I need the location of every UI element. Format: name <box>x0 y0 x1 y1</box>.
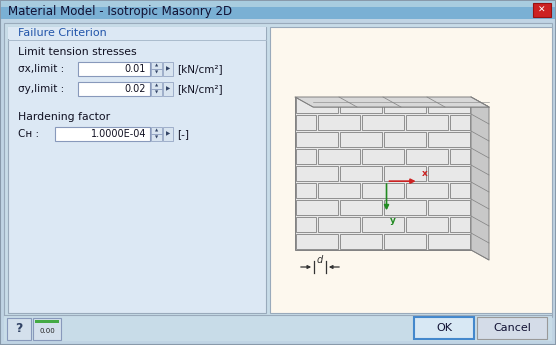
Text: [-]: [-] <box>177 129 189 139</box>
Polygon shape <box>295 97 489 107</box>
FancyBboxPatch shape <box>428 200 470 215</box>
FancyBboxPatch shape <box>428 166 470 181</box>
FancyBboxPatch shape <box>33 318 61 340</box>
FancyBboxPatch shape <box>533 3 551 17</box>
Text: Cʜ :: Cʜ : <box>18 129 39 139</box>
Text: ▶: ▶ <box>166 131 170 137</box>
Text: Cancel: Cancel <box>493 323 531 333</box>
FancyBboxPatch shape <box>296 217 316 232</box>
FancyBboxPatch shape <box>384 98 426 113</box>
FancyBboxPatch shape <box>296 132 338 147</box>
Text: ▼: ▼ <box>155 90 158 95</box>
FancyBboxPatch shape <box>406 183 448 198</box>
Text: 0.02: 0.02 <box>125 84 146 94</box>
FancyBboxPatch shape <box>78 62 150 76</box>
FancyBboxPatch shape <box>4 316 552 341</box>
FancyBboxPatch shape <box>296 183 316 198</box>
Text: 0.01: 0.01 <box>125 64 146 74</box>
FancyBboxPatch shape <box>340 234 382 249</box>
Text: ▼: ▼ <box>155 70 158 75</box>
FancyBboxPatch shape <box>450 217 470 232</box>
FancyBboxPatch shape <box>296 200 338 215</box>
FancyBboxPatch shape <box>8 27 266 313</box>
FancyBboxPatch shape <box>428 132 470 147</box>
FancyBboxPatch shape <box>4 23 552 317</box>
FancyBboxPatch shape <box>151 82 162 89</box>
FancyBboxPatch shape <box>7 318 31 340</box>
FancyBboxPatch shape <box>296 234 338 249</box>
FancyBboxPatch shape <box>362 217 404 232</box>
FancyBboxPatch shape <box>1 1 555 7</box>
FancyBboxPatch shape <box>450 149 470 164</box>
FancyBboxPatch shape <box>318 149 360 164</box>
Text: y: y <box>390 216 395 225</box>
Text: Material Model - Isotropic Masonry 2D: Material Model - Isotropic Masonry 2D <box>8 6 232 19</box>
FancyBboxPatch shape <box>477 317 547 339</box>
FancyBboxPatch shape <box>270 27 552 313</box>
FancyBboxPatch shape <box>151 89 162 96</box>
Text: Failure Criterion: Failure Criterion <box>18 28 107 38</box>
FancyBboxPatch shape <box>340 132 382 147</box>
Text: ▲: ▲ <box>155 128 158 132</box>
FancyBboxPatch shape <box>296 98 338 113</box>
FancyBboxPatch shape <box>35 320 59 323</box>
FancyBboxPatch shape <box>78 82 150 96</box>
FancyBboxPatch shape <box>1 1 555 19</box>
Text: ▼: ▼ <box>155 136 158 139</box>
FancyBboxPatch shape <box>450 183 470 198</box>
Text: ?: ? <box>16 323 23 335</box>
FancyBboxPatch shape <box>340 98 382 113</box>
Text: x: x <box>421 169 427 178</box>
Text: Hardening factor: Hardening factor <box>18 112 110 122</box>
FancyBboxPatch shape <box>384 234 426 249</box>
FancyBboxPatch shape <box>362 149 404 164</box>
FancyBboxPatch shape <box>55 127 150 141</box>
Text: ▶: ▶ <box>166 87 170 91</box>
FancyBboxPatch shape <box>340 200 382 215</box>
FancyBboxPatch shape <box>362 115 404 130</box>
FancyBboxPatch shape <box>163 62 173 76</box>
FancyBboxPatch shape <box>8 27 266 39</box>
Text: 1.0000E-04: 1.0000E-04 <box>91 129 146 139</box>
FancyBboxPatch shape <box>384 132 426 147</box>
FancyBboxPatch shape <box>362 183 404 198</box>
Text: OK: OK <box>436 323 452 333</box>
Text: ▲: ▲ <box>155 63 158 68</box>
FancyBboxPatch shape <box>340 166 382 181</box>
FancyBboxPatch shape <box>406 149 448 164</box>
FancyBboxPatch shape <box>318 183 360 198</box>
FancyBboxPatch shape <box>296 115 316 130</box>
FancyBboxPatch shape <box>151 62 162 69</box>
Text: [kN/cm²]: [kN/cm²] <box>177 84 222 94</box>
Text: σy,limit :: σy,limit : <box>18 84 64 94</box>
FancyBboxPatch shape <box>296 149 316 164</box>
Text: 0.00: 0.00 <box>39 328 55 334</box>
FancyBboxPatch shape <box>151 69 162 76</box>
FancyBboxPatch shape <box>406 115 448 130</box>
Text: ✕: ✕ <box>538 6 546 14</box>
FancyBboxPatch shape <box>384 166 426 181</box>
Text: [kN/cm²]: [kN/cm²] <box>177 64 222 74</box>
Polygon shape <box>471 97 489 260</box>
Text: d: d <box>317 255 323 265</box>
Text: σx,limit :: σx,limit : <box>18 64 64 74</box>
FancyBboxPatch shape <box>151 134 162 141</box>
FancyBboxPatch shape <box>318 217 360 232</box>
Text: ▶: ▶ <box>166 67 170 71</box>
FancyBboxPatch shape <box>428 98 470 113</box>
FancyBboxPatch shape <box>384 200 426 215</box>
FancyBboxPatch shape <box>414 317 474 339</box>
FancyBboxPatch shape <box>295 97 471 250</box>
FancyBboxPatch shape <box>428 234 470 249</box>
FancyBboxPatch shape <box>318 115 360 130</box>
FancyBboxPatch shape <box>450 115 470 130</box>
FancyBboxPatch shape <box>163 82 173 96</box>
Text: ▲: ▲ <box>155 83 158 88</box>
FancyBboxPatch shape <box>406 217 448 232</box>
FancyBboxPatch shape <box>163 127 173 141</box>
Text: Limit tension stresses: Limit tension stresses <box>18 47 137 57</box>
FancyBboxPatch shape <box>296 166 338 181</box>
FancyBboxPatch shape <box>151 127 162 134</box>
